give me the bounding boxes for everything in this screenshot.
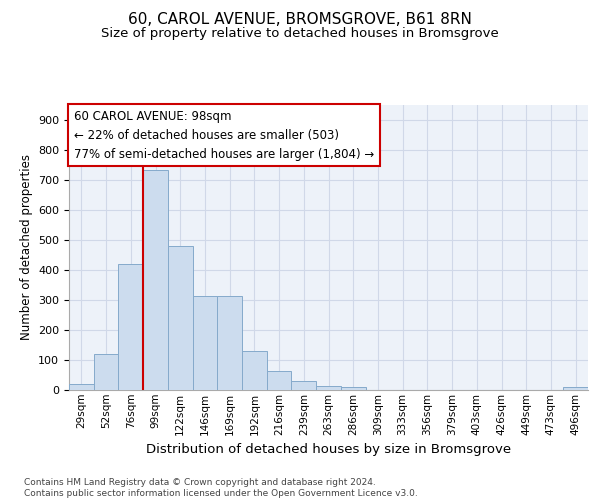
Bar	[217, 296, 242, 390]
Bar	[168, 246, 193, 390]
Text: Distribution of detached houses by size in Bromsgrove: Distribution of detached houses by size …	[146, 442, 511, 456]
Text: Contains HM Land Registry data © Crown copyright and database right 2024.
Contai: Contains HM Land Registry data © Crown c…	[24, 478, 418, 498]
Bar	[143, 170, 168, 390]
Bar	[341, 387, 365, 390]
Bar	[563, 387, 588, 390]
Bar	[193, 296, 217, 390]
Y-axis label: Number of detached properties: Number of detached properties	[20, 154, 32, 340]
Text: Size of property relative to detached houses in Bromsgrove: Size of property relative to detached ho…	[101, 28, 499, 40]
Bar	[94, 354, 118, 390]
Text: 60, CAROL AVENUE, BROMSGROVE, B61 8RN: 60, CAROL AVENUE, BROMSGROVE, B61 8RN	[128, 12, 472, 28]
Bar	[267, 370, 292, 390]
Bar	[118, 264, 143, 390]
Bar	[242, 351, 267, 390]
Bar	[69, 384, 94, 390]
Text: 60 CAROL AVENUE: 98sqm
← 22% of detached houses are smaller (503)
77% of semi-de: 60 CAROL AVENUE: 98sqm ← 22% of detached…	[74, 110, 374, 160]
Bar	[292, 381, 316, 390]
Bar	[316, 386, 341, 390]
